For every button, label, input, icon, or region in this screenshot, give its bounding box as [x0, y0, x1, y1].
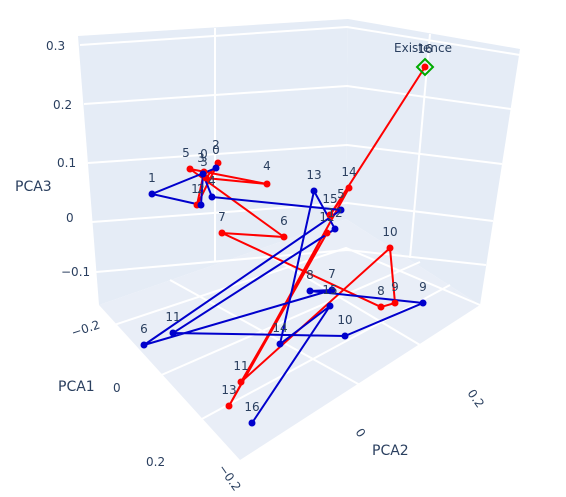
- existence-marker[interactable]: [415, 57, 435, 77]
- tick-labels: 0.3 0.2 0.1 0 −0.1 −0.2 0 0.2 −0.2 0 0.2: [46, 39, 487, 494]
- y-tick-label: 0.2: [465, 387, 487, 411]
- point-label: 6: [140, 322, 148, 336]
- point-label: 8: [377, 284, 385, 298]
- z-tick-label: 0.3: [46, 39, 65, 53]
- z-tick-label: 0.1: [57, 156, 76, 170]
- point-label: 10: [337, 313, 352, 327]
- y-tick-label: 0: [353, 426, 369, 440]
- data-point[interactable]: [237, 378, 245, 386]
- point-label: 16: [244, 400, 259, 414]
- point-label: 2: [197, 182, 205, 196]
- data-point[interactable]: [263, 180, 271, 188]
- z-tick-label: 0.2: [53, 98, 72, 112]
- point-label: 16: [417, 42, 432, 56]
- data-point[interactable]: [386, 244, 394, 252]
- data-point[interactable]: [248, 419, 256, 427]
- point-label: 8: [306, 268, 314, 282]
- x-tick-label: 0: [113, 381, 121, 395]
- point-label: 7: [328, 267, 336, 281]
- point-label: 14: [341, 165, 356, 179]
- data-point[interactable]: [328, 286, 336, 294]
- existence-marker-label: Existence: [394, 41, 452, 55]
- y-tick-label: −0.2: [216, 462, 244, 494]
- z-axis-title: PCA3: [15, 179, 52, 195]
- data-point[interactable]: [377, 303, 385, 311]
- gridlines: [79, 25, 521, 421]
- data-point[interactable]: [169, 329, 177, 337]
- z-tick-label: 0: [66, 211, 74, 225]
- data-point[interactable]: [391, 299, 399, 307]
- data-point[interactable]: [197, 201, 205, 209]
- back-wall-right: [346, 19, 520, 305]
- point-label: 2: [212, 138, 220, 152]
- data-point[interactable]: [306, 287, 314, 295]
- x-tick-label: 0.2: [146, 455, 165, 469]
- marker-layer: Existence: [394, 41, 452, 77]
- point-label: 4: [208, 174, 216, 188]
- point-label: 6: [280, 214, 288, 228]
- data-point[interactable]: [421, 63, 429, 71]
- data-point[interactable]: [326, 211, 334, 219]
- data-point[interactable]: [186, 165, 194, 173]
- data-point[interactable]: [337, 206, 345, 214]
- point-label: 3: [200, 155, 208, 169]
- point-label: 5: [337, 187, 345, 201]
- point-label: 1: [191, 182, 199, 196]
- point-label: 15: [322, 283, 337, 297]
- x-axis-title: PCA1: [58, 379, 95, 395]
- point-label: 0: [200, 147, 208, 161]
- data-point[interactable]: [199, 170, 207, 178]
- data-point[interactable]: [345, 184, 353, 192]
- data-point[interactable]: [341, 332, 349, 340]
- data-point[interactable]: [208, 193, 216, 201]
- y-axis-title: PCA2: [372, 443, 409, 459]
- point-label: 12: [327, 206, 342, 220]
- point-label: 9: [391, 280, 399, 294]
- z-tick-label: −0.2: [70, 318, 102, 340]
- data-point[interactable]: [280, 233, 288, 241]
- data-point[interactable]: [323, 229, 331, 237]
- point-label: 10: [382, 225, 397, 239]
- point-label: 7: [218, 210, 226, 224]
- point-label: 5: [182, 146, 190, 160]
- point-label: 11: [165, 310, 180, 324]
- data-point[interactable]: [225, 402, 233, 410]
- data-point[interactable]: [140, 341, 148, 349]
- data-point[interactable]: [419, 299, 427, 307]
- point-label: 14: [272, 321, 287, 335]
- z-tick-label: −0.1: [61, 265, 90, 279]
- point-label: 15: [322, 192, 337, 206]
- data-point[interactable]: [212, 164, 220, 172]
- point-label: 11: [233, 359, 248, 373]
- data-point[interactable]: [310, 187, 318, 195]
- data-point[interactable]: [276, 340, 284, 348]
- data-point[interactable]: [218, 229, 226, 237]
- point-label: 13: [306, 168, 321, 182]
- data-point[interactable]: [148, 190, 156, 198]
- point-label: 9: [419, 280, 427, 294]
- point-label: 3: [197, 151, 205, 165]
- point-label: 0: [212, 143, 220, 157]
- data-point[interactable]: [331, 225, 339, 233]
- point-label: 4: [263, 159, 271, 173]
- point-label: 13: [221, 383, 236, 397]
- point-label: 1: [148, 171, 156, 185]
- data-point[interactable]: [326, 302, 334, 310]
